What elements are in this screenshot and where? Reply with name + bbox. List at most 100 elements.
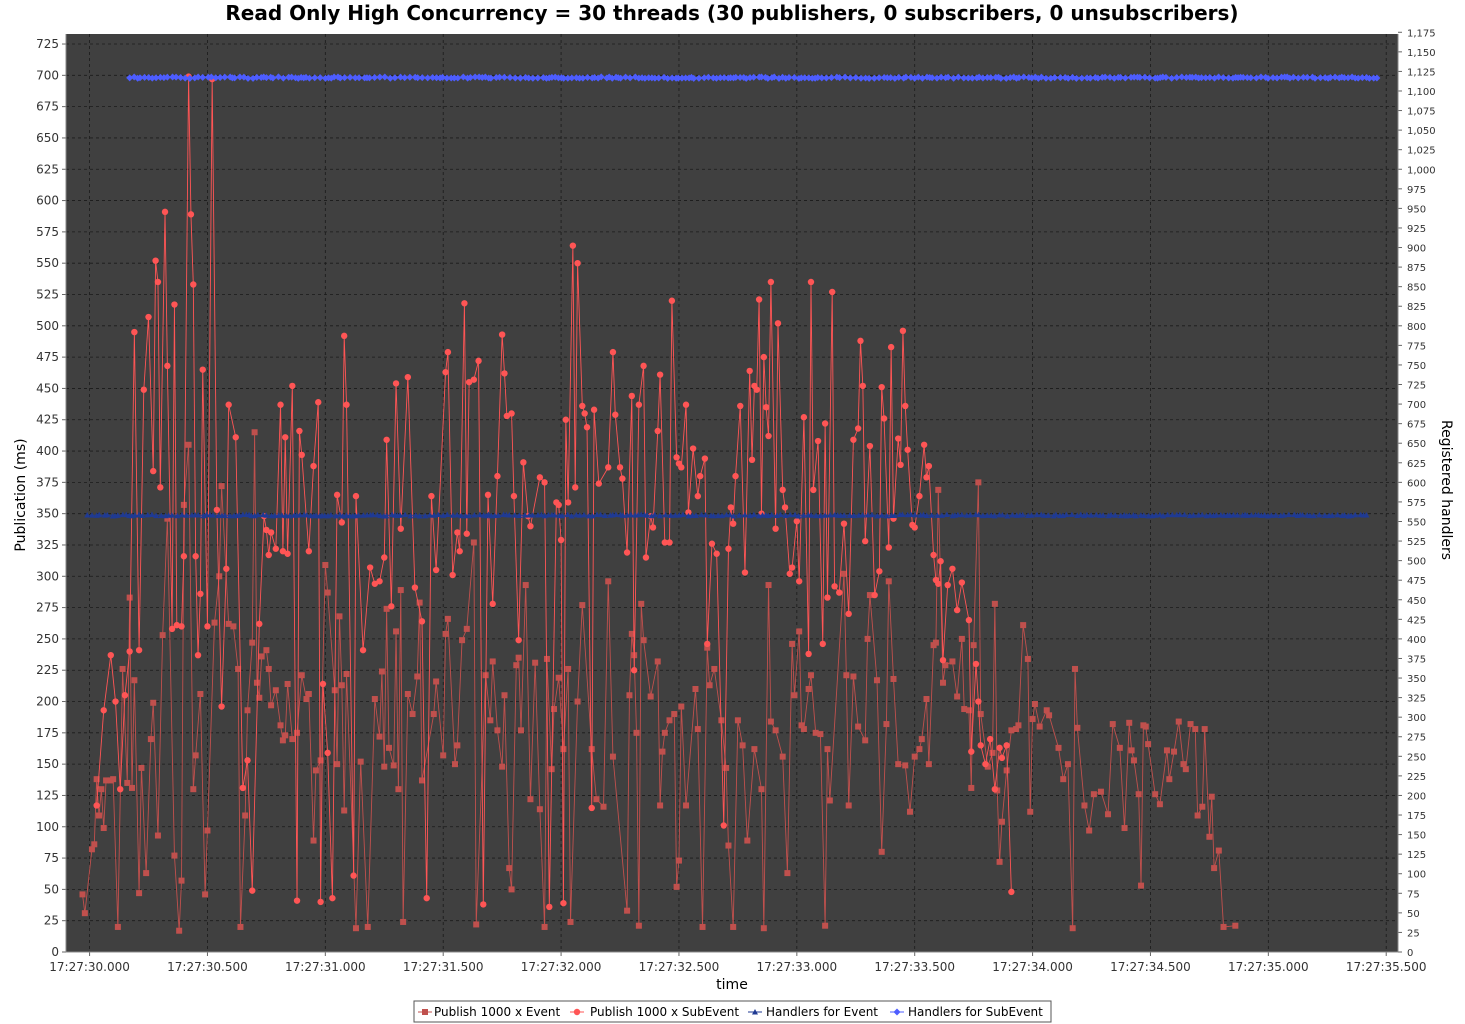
data-point [795, 512, 802, 519]
data-point [616, 464, 624, 471]
data-point [814, 437, 822, 445]
data-point [282, 732, 289, 739]
data-point [1086, 74, 1094, 82]
data-point [1063, 511, 1070, 518]
data-point [161, 208, 169, 216]
data-point [277, 401, 284, 408]
data-point [723, 764, 730, 771]
data-point [329, 894, 336, 902]
data-point [244, 757, 251, 764]
data-point [1190, 512, 1197, 518]
data-point [411, 584, 419, 591]
data-point [503, 412, 511, 420]
data-point [449, 571, 456, 579]
data-point [683, 802, 690, 809]
data-point [369, 511, 376, 518]
data-point [1208, 793, 1215, 800]
data-point [269, 74, 277, 82]
data-point [822, 74, 830, 82]
data-point [456, 548, 463, 555]
data-point [390, 762, 397, 769]
data-point [857, 337, 864, 345]
data-point [355, 74, 363, 82]
data-point [177, 74, 185, 82]
data-point [429, 74, 437, 82]
data-point [954, 73, 962, 81]
data-point [878, 848, 885, 855]
data-point [750, 73, 758, 81]
data-point [1015, 74, 1023, 82]
y-tick-label: 375 [36, 475, 59, 489]
data-point [1303, 73, 1311, 81]
data-point [1008, 727, 1015, 734]
data-point [383, 605, 390, 612]
data-point [998, 818, 1005, 825]
data-point [822, 922, 829, 929]
data-point [765, 582, 772, 589]
data-point [1230, 511, 1237, 518]
data-point [713, 550, 720, 557]
data-point [414, 74, 422, 82]
data-point [729, 520, 737, 527]
data-point [551, 706, 558, 713]
data-point [225, 401, 232, 408]
data-point [1340, 74, 1348, 82]
data-point [979, 512, 986, 519]
data-point [1128, 747, 1135, 754]
data-point [186, 74, 194, 82]
data-point [964, 74, 972, 82]
data-point [1175, 718, 1182, 725]
data-point [192, 553, 199, 560]
data-point [1083, 511, 1090, 518]
data-point [725, 842, 732, 849]
data-point [397, 512, 404, 518]
data-point [791, 692, 798, 699]
data-point [350, 872, 357, 879]
data-point [371, 73, 379, 81]
data-point [395, 786, 402, 793]
data-point [1152, 791, 1159, 798]
data-point [656, 371, 664, 378]
y2-tick-label: 925 [1407, 224, 1426, 235]
data-point [939, 656, 947, 664]
data-point [322, 562, 329, 569]
data-point [1033, 511, 1040, 518]
data-point [958, 635, 965, 642]
data-point [873, 677, 880, 684]
y-tick-label: 675 [36, 100, 59, 114]
data-point [938, 512, 945, 518]
data-point [451, 761, 458, 768]
data-point [1285, 511, 1292, 518]
y2-tick-label: 325 [1407, 694, 1426, 705]
data-point [961, 706, 968, 713]
data-point [1140, 512, 1147, 519]
data-point [1090, 791, 1097, 798]
y-tick-label: 350 [36, 507, 59, 521]
data-point [619, 475, 626, 482]
data-point [1036, 723, 1043, 730]
data-point [536, 474, 544, 481]
data-point [494, 727, 501, 734]
x-axis: 17:27:30.000 17:27:30.500 17:27:31.000 17:2… [49, 951, 1427, 974]
data-point [1142, 723, 1149, 730]
data-point [516, 512, 523, 518]
data-point [484, 491, 492, 499]
data-point [465, 378, 473, 386]
data-point [313, 512, 320, 518]
data-point [172, 73, 180, 81]
data-point [1003, 767, 1010, 774]
data-point [1064, 761, 1071, 768]
data-point [741, 569, 749, 576]
data-point [935, 486, 942, 493]
data-point [263, 647, 270, 654]
data-point [150, 467, 157, 475]
data-point [989, 749, 996, 756]
data-point [433, 678, 440, 685]
y2-tick-label: 150 [1407, 831, 1426, 842]
y-tick-label: 50 [44, 882, 59, 896]
y2-tick-label: 1,175 [1407, 28, 1436, 39]
data-point [378, 668, 385, 675]
data-point [574, 698, 581, 705]
data-point [518, 727, 525, 734]
data-point [1166, 776, 1173, 783]
